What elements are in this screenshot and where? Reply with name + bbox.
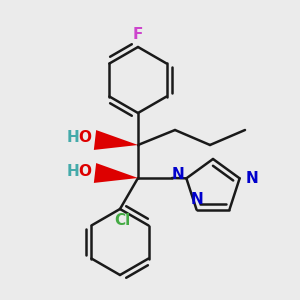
Text: H: H: [66, 130, 79, 146]
Text: N: N: [245, 171, 258, 186]
Text: N: N: [172, 167, 185, 182]
Text: N: N: [190, 192, 203, 207]
Text: O: O: [78, 130, 91, 146]
Text: Cl: Cl: [114, 213, 130, 228]
Polygon shape: [94, 130, 138, 150]
Text: O: O: [78, 164, 91, 178]
Text: H: H: [66, 164, 79, 178]
Polygon shape: [94, 163, 138, 183]
Text: F: F: [133, 28, 143, 43]
